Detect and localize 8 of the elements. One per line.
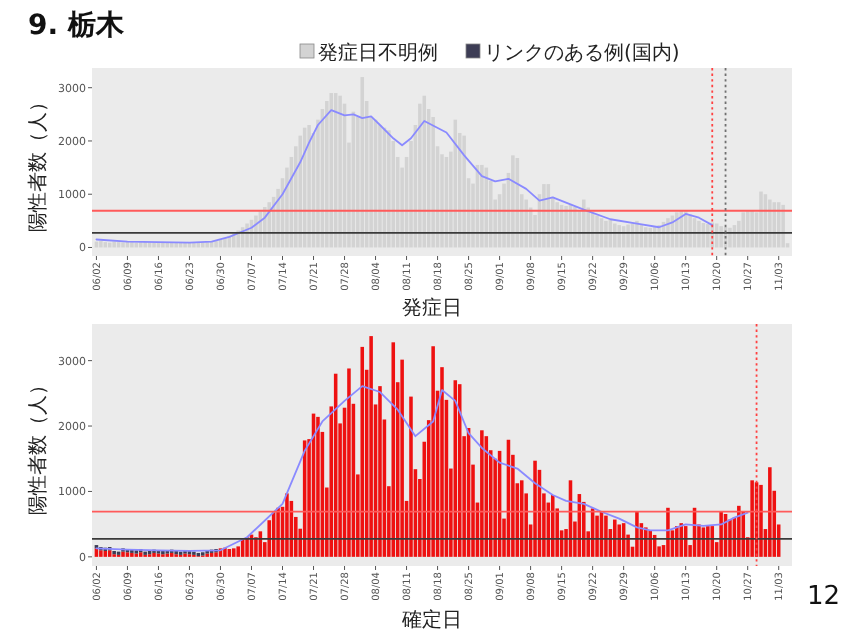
legend-label: 発症日不明例 (318, 41, 438, 65)
y-axis-title: 陽性者数（人） (26, 92, 50, 232)
x-axis-title: 確定日 (400, 608, 462, 632)
chart-title: 9. 栃木 (28, 10, 126, 42)
x-axis-title: 発症日 (402, 296, 462, 320)
legend-label: リンクのある例(国内) (484, 41, 680, 65)
y-axis-title: 陽性者数（人） (26, 375, 50, 515)
text: 12 (806, 582, 840, 612)
